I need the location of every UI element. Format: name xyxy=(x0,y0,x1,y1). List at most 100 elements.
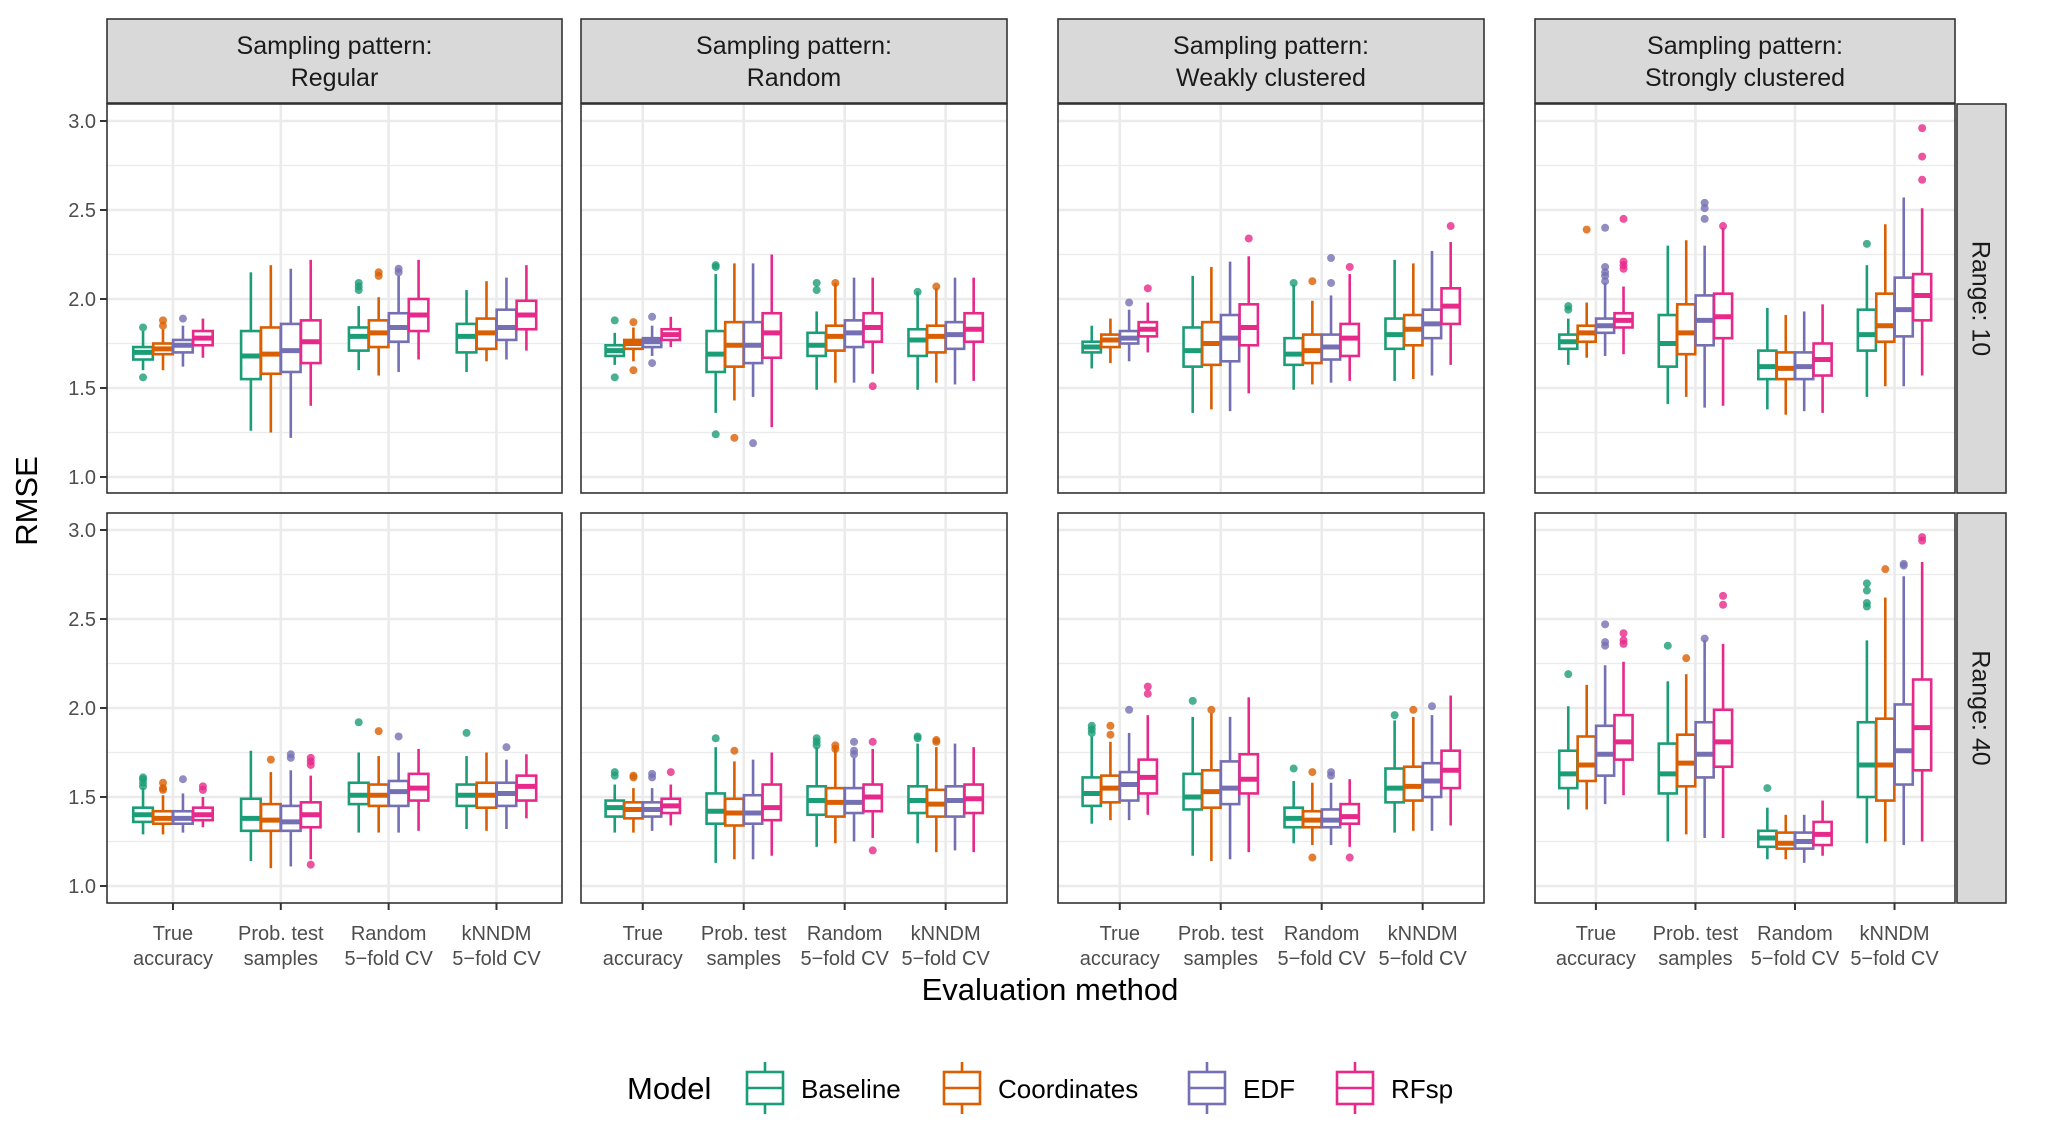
outlier-point xyxy=(1106,730,1115,739)
x-axis-title: Evaluation method xyxy=(922,972,1179,1007)
outlier-point xyxy=(1601,641,1610,650)
row-strip: Range: 40 xyxy=(1956,512,2007,904)
outlier-point xyxy=(198,785,207,794)
box-rfsp xyxy=(1137,682,1159,815)
x-tick-label: 5−fold CV xyxy=(1378,948,1467,970)
strip-label: Sampling pattern: xyxy=(1647,32,1843,60)
outlier-point xyxy=(1308,853,1317,862)
outlier-point xyxy=(610,316,619,325)
box-baseline xyxy=(1081,721,1103,824)
x-tick-label: accuracy xyxy=(603,948,683,970)
outlier-point xyxy=(139,373,148,382)
legend-label: Coordinates xyxy=(998,1074,1138,1104)
box-coordinates xyxy=(367,268,390,376)
box-rfsp xyxy=(660,316,682,348)
column-strip: Sampling pattern: Regular xyxy=(106,18,563,104)
box-coordinates xyxy=(475,281,498,362)
outlier-point xyxy=(1308,277,1317,286)
strip-background xyxy=(106,18,563,104)
box-coordinates xyxy=(723,746,745,860)
box-iqr xyxy=(1893,276,1915,338)
box-iqr xyxy=(705,792,727,826)
outlier-point xyxy=(502,743,511,752)
x-tick-label: Prob. test xyxy=(1178,923,1264,945)
box-edf xyxy=(1320,768,1342,846)
box-rfsp xyxy=(1238,697,1260,853)
box-baseline xyxy=(907,287,929,390)
outlier-point xyxy=(648,359,657,368)
outlier-point xyxy=(1446,222,1455,231)
x-tick-label: Prob. test xyxy=(1653,923,1739,945)
box-rfsp xyxy=(299,259,322,406)
box-iqr xyxy=(1675,303,1697,356)
y-tick-label: 2.0 xyxy=(68,289,96,311)
panel-0-1 xyxy=(580,103,1008,494)
panel-border xyxy=(1534,512,1956,904)
x-tick-label: True xyxy=(1576,923,1616,945)
box-baseline xyxy=(1657,245,1679,405)
outlier-point xyxy=(1582,225,1591,234)
x-tick-label: Random xyxy=(807,923,883,945)
strip-background xyxy=(1956,103,2007,494)
box-iqr xyxy=(1911,678,1933,772)
box-iqr xyxy=(1238,303,1260,347)
outlier-point xyxy=(730,746,739,755)
box-edf xyxy=(1793,814,1815,863)
panel-border xyxy=(1534,103,1956,494)
outlier-point xyxy=(1188,696,1197,705)
legend-label: EDF xyxy=(1243,1074,1295,1104)
outlier-point xyxy=(139,323,148,332)
box-iqr xyxy=(1657,313,1679,368)
box-rfsp xyxy=(963,277,985,381)
box-coordinates xyxy=(1200,266,1222,410)
box-baseline xyxy=(1856,579,1878,844)
box-edf xyxy=(1594,620,1616,805)
outlier-point xyxy=(1143,682,1152,691)
box-rfsp xyxy=(1440,695,1462,826)
panel-0-2 xyxy=(1057,103,1485,494)
outlier-point xyxy=(610,771,619,780)
outlier-point xyxy=(1700,204,1709,213)
x-tick-label: True xyxy=(623,923,663,945)
x-tick-label: 5−fold CV xyxy=(800,948,889,970)
x-tick-label: 5−fold CV xyxy=(1850,948,1939,970)
outlier-point xyxy=(1327,278,1336,287)
legend-label: Baseline xyxy=(801,1074,901,1104)
box-baseline xyxy=(1557,302,1579,365)
outlier-point xyxy=(1862,239,1871,248)
box-coordinates xyxy=(151,778,175,835)
box-edf xyxy=(944,743,966,851)
outlier-point xyxy=(1619,264,1628,273)
outlier-point xyxy=(394,732,403,741)
outlier-point xyxy=(711,430,720,439)
outlier-point xyxy=(1308,768,1317,777)
box-rfsp xyxy=(515,754,538,819)
box-rfsp xyxy=(1613,629,1634,796)
outlier-point xyxy=(812,286,821,295)
outlier-point xyxy=(629,773,638,782)
box-coordinates xyxy=(151,316,175,371)
box-rfsp xyxy=(1238,234,1260,394)
box-baseline xyxy=(1283,764,1305,844)
outlier-point xyxy=(1327,254,1336,263)
panel-border xyxy=(1057,103,1485,494)
outlier-point xyxy=(1125,298,1134,307)
box-rfsp xyxy=(1712,591,1734,838)
box-iqr xyxy=(259,326,282,376)
outlier-point xyxy=(868,382,877,391)
x-tick-label: 5−fold CV xyxy=(344,948,433,970)
outlier-point xyxy=(1327,771,1336,780)
panel-1-2 xyxy=(1057,512,1485,904)
outlier-point xyxy=(610,373,619,382)
box-iqr xyxy=(1238,752,1260,795)
box-iqr xyxy=(279,804,302,833)
strip-background xyxy=(1534,18,1956,104)
box-iqr xyxy=(1712,708,1734,769)
outlier-point xyxy=(1700,214,1709,223)
box-iqr xyxy=(1182,326,1204,368)
box-iqr xyxy=(495,308,518,342)
box-rfsp xyxy=(1613,214,1634,355)
box-iqr xyxy=(907,327,929,358)
legend-entry-baseline: Baseline xyxy=(745,1062,901,1114)
legend: Model Baseline Coordinates EDF RFsp xyxy=(627,1062,1453,1114)
